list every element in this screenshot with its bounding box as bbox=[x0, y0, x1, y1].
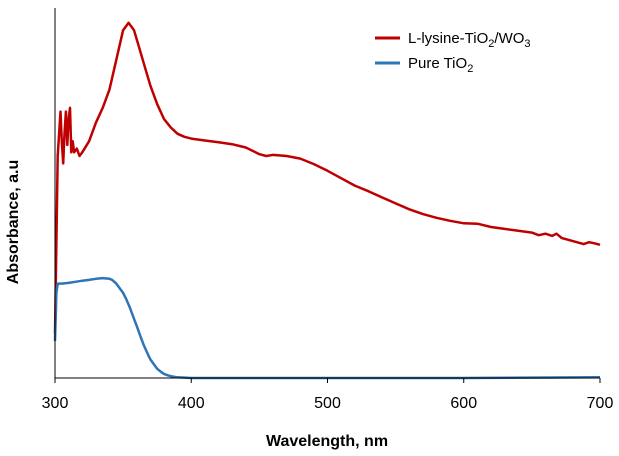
plot-lines bbox=[55, 23, 600, 378]
axes bbox=[55, 8, 600, 378]
y-axis-title: Absorbance, a.u bbox=[5, 160, 22, 284]
legend-label-series-1: L-lysine-TiO2/WO3 bbox=[408, 30, 531, 50]
legend: L-lysine-TiO2/WO3 Pure TiO2 bbox=[375, 30, 531, 75]
x-axis-title: Wavelength, nm bbox=[266, 433, 388, 450]
series-line-2 bbox=[55, 278, 600, 378]
legend-label-series-2: Pure TiO2 bbox=[408, 55, 473, 75]
x-tick-label: 700 bbox=[587, 395, 614, 412]
x-tick-label: 300 bbox=[42, 395, 69, 412]
series-line-1 bbox=[55, 23, 600, 334]
x-tick-label: 400 bbox=[178, 395, 205, 412]
x-ticks: 300 400 500 600 700 bbox=[42, 378, 614, 412]
x-tick-label: 500 bbox=[314, 395, 341, 412]
x-tick-label: 600 bbox=[450, 395, 477, 412]
